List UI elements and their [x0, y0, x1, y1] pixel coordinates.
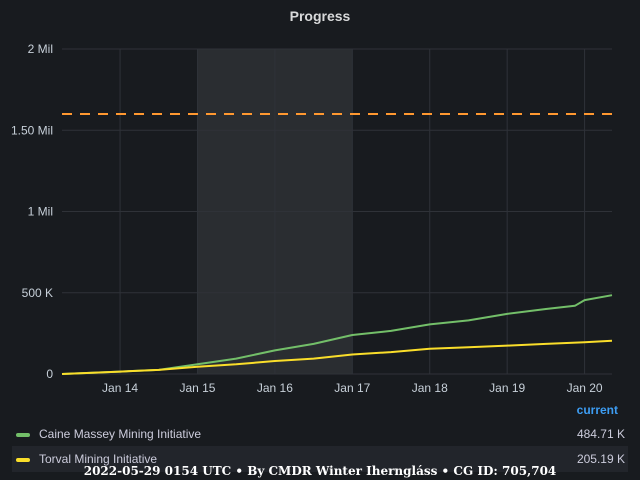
- y-tick-label: 0: [46, 367, 53, 381]
- x-tick-label: Jan 15: [179, 381, 215, 395]
- footer-attribution: 2022-05-29 0154 UTC • By CMDR Winter Ihe…: [83, 464, 557, 478]
- y-tick-label: 1 Mil: [28, 205, 53, 219]
- legend-swatch: [16, 458, 30, 462]
- x-tick-label: Jan 18: [412, 381, 448, 395]
- y-axis-ticks: 0 500 K 1 Mil 1.50 Mil 2 Mil: [11, 42, 53, 381]
- legend-sort-current[interactable]: current: [576, 403, 618, 417]
- y-tick-label: 1.50 Mil: [11, 123, 53, 137]
- x-tick-label: Jan 20: [567, 381, 603, 395]
- legend-current-value: 205.19 K: [576, 452, 625, 466]
- panel-title[interactable]: Progress: [289, 8, 351, 24]
- series-line-1: [61, 339, 613, 375]
- x-tick-label: Jan 14: [102, 381, 138, 395]
- x-gridlines: [119, 49, 586, 374]
- legend-item-torval[interactable]: Torval Mining Initiative 205.19 K: [12, 446, 628, 472]
- x-tick-label: Jan 19: [489, 381, 525, 395]
- y-tick-label: 2 Mil: [28, 42, 53, 56]
- legend-swatch: [16, 433, 30, 437]
- x-axis-ticks: Jan 14 Jan 15 Jan 16 Jan 17 Jan 18 Jan 19 Jan …: [102, 381, 603, 395]
- y-tick-label: 500 K: [22, 286, 53, 300]
- y-gridlines: [62, 48, 612, 375]
- series-lines: [61, 294, 613, 375]
- series-line-0: [61, 294, 613, 375]
- legend-current-value: 484.71 K: [576, 427, 625, 441]
- x-tick-label: Jan 16: [257, 381, 293, 395]
- x-tick-label: Jan 17: [334, 381, 370, 395]
- legend-series-name: Torval Mining Initiative: [39, 452, 158, 466]
- legend-series-name: Caine Massey Mining Initiative: [39, 427, 202, 441]
- legend-item-caine-massey[interactable]: Caine Massey Mining Initiative 484.71 K: [12, 421, 628, 447]
